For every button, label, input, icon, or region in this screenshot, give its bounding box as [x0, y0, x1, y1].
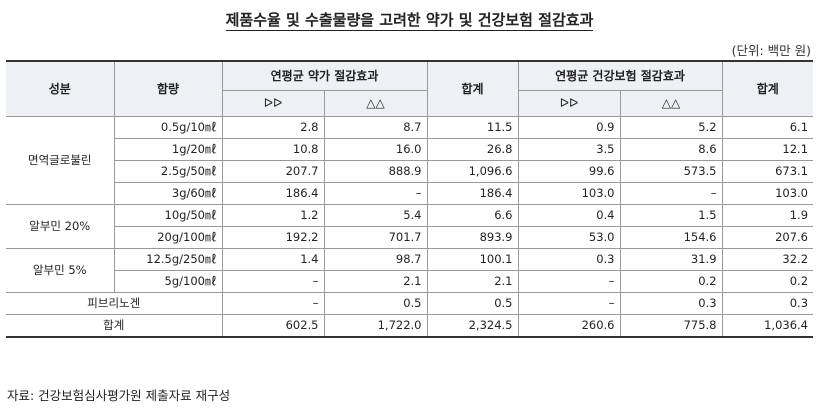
- unit-label: (단위: 백만 원): [731, 43, 811, 58]
- drug-value-2: 5.4: [323, 204, 428, 227]
- ingredient-cell: 알부민 5%: [6, 248, 115, 293]
- drug-value-1: 2.8: [221, 116, 325, 139]
- ins-value-1: 3.5: [517, 138, 621, 161]
- ins-total: 6.1: [721, 116, 814, 139]
- content-cell: 20g/100㎖: [114, 226, 223, 249]
- ins-value-1: 0.9: [517, 116, 621, 139]
- table-row: 20g/100㎖ 192.2 701.7 893.9 53.0 154.6 20…: [6, 226, 814, 249]
- content-cell: 0.5g/10㎖: [113, 116, 223, 139]
- drug-total: 2,324.5: [426, 314, 519, 338]
- drug-value-2: 16.0: [323, 138, 428, 161]
- drug-total: 11.5: [426, 116, 519, 139]
- fibrinogen-label: 피브리노겐: [6, 292, 223, 315]
- table-title: 제품수율 및 수출물량을 고려한 약가 및 건강보험 절감효과: [225, 11, 594, 31]
- ins-value-2: 0.2: [619, 270, 723, 293]
- ins-value-1: 260.6: [517, 314, 621, 338]
- ins-value-1: 103.0: [517, 182, 621, 205]
- ins-value-2: 154.6: [619, 226, 723, 249]
- table-row: 5g/100㎖ – 2.1 2.1 – 0.2 0.2: [6, 270, 814, 293]
- ins-total: 32.2: [721, 248, 814, 271]
- content-cell: 2.5g/50㎖: [114, 160, 223, 183]
- content-cell: 12.5g/250㎖: [113, 248, 223, 271]
- drug-total: 2.1: [426, 270, 519, 293]
- ins-total: 12.1: [721, 138, 814, 161]
- header-ins-company-1: ᐅᐅ: [517, 90, 621, 117]
- ins-value-1: –: [517, 270, 621, 293]
- content-cell: 1g/20㎖: [114, 138, 223, 161]
- drug-value-1: 1.2: [221, 204, 325, 227]
- ins-value-1: 53.0: [517, 226, 621, 249]
- drug-value-2: 701.7: [323, 226, 428, 249]
- table-row: 2.5g/50㎖ 207.7 888.9 1,096.6 99.6 573.5 …: [6, 160, 814, 183]
- drug-total: 100.1: [426, 248, 519, 271]
- drug-total: 893.9: [426, 226, 519, 249]
- header-total-insurance: 합계: [721, 60, 814, 117]
- drug-value-1: 207.7: [221, 160, 325, 183]
- drug-value-1: 192.2: [221, 226, 325, 249]
- content-cell: 5g/100㎖: [114, 270, 223, 293]
- table-row: 3g/60㎖ 186.4 – 186.4 103.0 – 103.0: [6, 182, 814, 205]
- ins-value-2: 775.8: [619, 314, 723, 338]
- header-ins-company-2: △△: [619, 90, 723, 117]
- ins-value-2: –: [619, 182, 723, 205]
- ins-total: 207.6: [721, 226, 814, 249]
- drug-value-2: 98.7: [323, 248, 428, 271]
- content-cell: 10g/50㎖: [113, 204, 223, 227]
- drug-value-1: 10.8: [221, 138, 325, 161]
- drug-total: 186.4: [426, 182, 519, 205]
- table-row: 알부민 5% 12.5g/250㎖ 1.4 98.7 100.1 0.3 31.…: [6, 248, 814, 293]
- ins-total: 0.3: [721, 292, 814, 315]
- ins-value-2: 0.3: [619, 292, 723, 315]
- ins-value-2: 1.5: [619, 204, 723, 227]
- drug-value-1: –: [221, 270, 325, 293]
- ins-value-2: 8.6: [619, 138, 723, 161]
- header-insurance-savings: 연평균 건강보험 절감효과: [517, 60, 723, 91]
- ins-total: 673.1: [721, 160, 814, 183]
- header-ingredient: 성분: [6, 60, 115, 117]
- drug-value-2: 0.5: [323, 292, 428, 315]
- ins-value-1: 0.3: [517, 248, 621, 271]
- header-total-drug: 합계: [426, 60, 519, 117]
- header-drug-company-2: △△: [323, 90, 428, 117]
- header-drug-savings: 연평균 약가 절감효과: [221, 60, 428, 91]
- ins-value-2: 573.5: [619, 160, 723, 183]
- ins-value-2: 31.9: [619, 248, 723, 271]
- ingredient-cell: 알부민 20%: [6, 204, 115, 249]
- drug-total: 0.5: [426, 292, 519, 315]
- drug-value-2: 1,722.0: [323, 314, 428, 338]
- drug-value-2: 2.1: [323, 270, 428, 293]
- header-content: 함량: [113, 60, 223, 117]
- table-row: 피브리노겐 – 0.5 0.5 – 0.3 0.3: [6, 292, 814, 315]
- drug-value-1: 1.4: [221, 248, 325, 271]
- drug-value-1: 602.5: [221, 314, 325, 338]
- drug-value-2: 888.9: [323, 160, 428, 183]
- table-row: 알부민 20% 10g/50㎖ 1.2 5.4 6.6 0.4 1.5 1.9: [6, 204, 814, 249]
- ins-value-2: 5.2: [619, 116, 723, 139]
- header-drug-company-1: ᐅᐅ: [222, 90, 325, 117]
- drug-total: 6.6: [426, 204, 519, 227]
- ins-value-1: 99.6: [517, 160, 621, 183]
- drug-value-1: –: [221, 292, 325, 315]
- total-label: 합계: [6, 314, 223, 338]
- drug-value-2: –: [323, 182, 428, 205]
- ins-total: 1,036.4: [721, 314, 814, 338]
- drug-value-2: 8.7: [323, 116, 428, 139]
- ins-value-1: –: [517, 292, 621, 315]
- content-cell: 3g/60㎖: [114, 182, 223, 205]
- table-row: 면역글로불린 0.5g/10㎖ 2.8 8.7 11.5 0.9 5.2 6.1: [6, 116, 814, 205]
- ingredient-cell: 면역글로불린: [6, 116, 115, 205]
- drug-total: 1,096.6: [426, 160, 519, 183]
- ins-total: 1.9: [721, 204, 814, 227]
- ins-value-1: 0.4: [517, 204, 621, 227]
- savings-table: 성분 함량 연평균 약가 절감효과 합계 연평균 건강보험 절감효과 합계 ᐅᐅ…: [6, 60, 814, 338]
- ins-total: 103.0: [721, 182, 814, 205]
- source-note: 자료: 건강보험심사평가원 제출자료 재구성: [7, 388, 231, 403]
- ins-total: 0.2: [721, 270, 814, 293]
- drug-total: 26.8: [426, 138, 519, 161]
- table-row: 1g/20㎖ 10.8 16.0 26.8 3.5 8.6 12.1: [6, 138, 814, 161]
- total-row: 합계 602.5 1,722.0 2,324.5 260.6 775.8 1,0…: [6, 314, 814, 338]
- drug-value-1: 186.4: [221, 182, 325, 205]
